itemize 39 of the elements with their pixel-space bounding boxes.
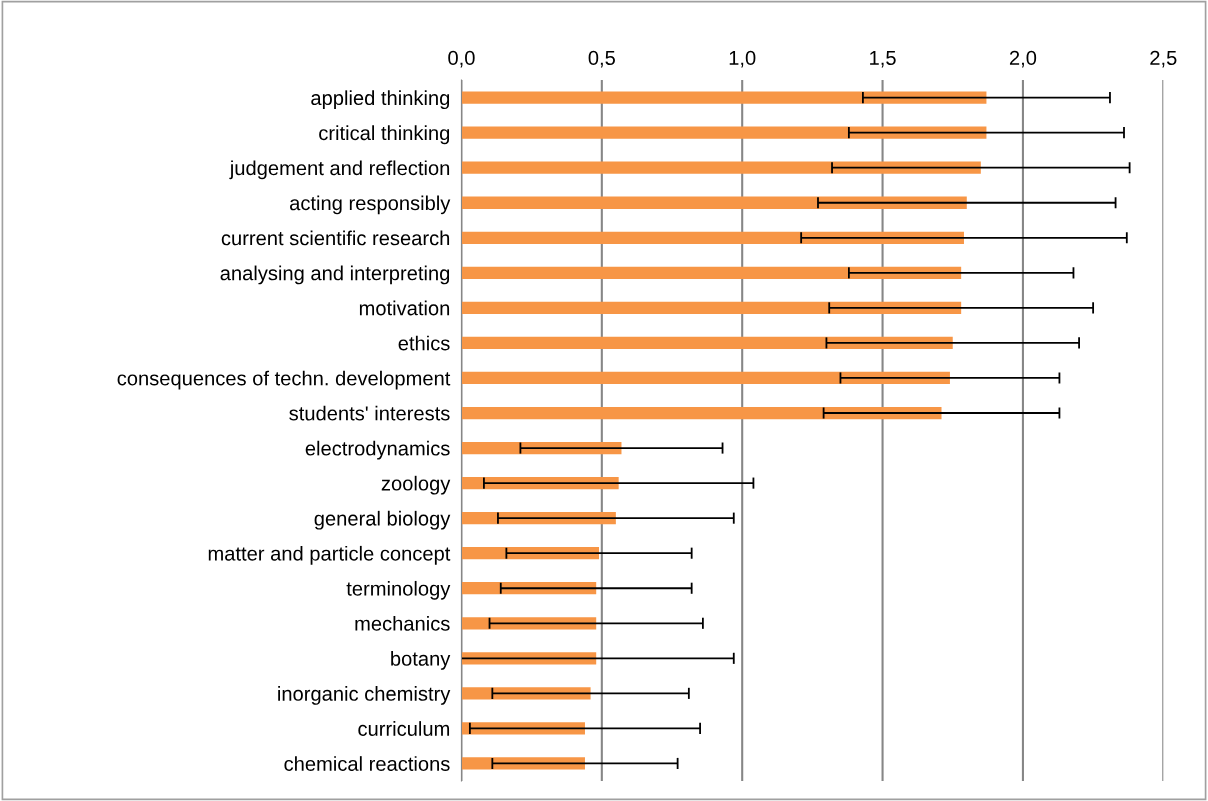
bar: [461, 126, 987, 139]
bar: [461, 266, 962, 279]
bar: [461, 406, 942, 420]
x-tick-label: 2,0: [1009, 50, 1037, 68]
y-tick-label: current scientific research: [221, 230, 450, 246]
bar: [461, 336, 953, 350]
bar: [461, 441, 622, 455]
bar: [461, 301, 962, 315]
bar: [461, 757, 585, 770]
bar: [461, 91, 987, 104]
x-tick-label: 2,5: [1150, 50, 1177, 68]
x-tick-label: 0,5: [588, 50, 615, 68]
y-tick-label: mechanics: [355, 615, 450, 631]
bar: [461, 196, 967, 209]
y-tick-label: consequences of techn. development: [117, 370, 451, 390]
x-tick-label: 1,5: [870, 50, 896, 68]
bar: [461, 722, 585, 735]
y-tick-label: curriculum: [358, 721, 450, 736]
y-tick-label: ethics: [398, 335, 450, 351]
y-tick-label: inorganic chemistry: [278, 686, 451, 705]
y-tick-label: zoology: [381, 475, 451, 495]
x-tick-label: 0,0: [448, 50, 475, 68]
y-tick-label: judgement and reflection: [229, 160, 450, 180]
y-tick-label: students' interests: [289, 405, 450, 421]
bar: [461, 161, 981, 174]
y-tick-label: acting responsibly: [290, 195, 451, 215]
y-tick-label: general biology: [314, 510, 451, 530]
y-tick-label: motivation: [359, 300, 450, 316]
y-tick-label: terminology: [346, 580, 451, 600]
y-tick-label: electrodynamics: [305, 440, 450, 460]
bar: [461, 231, 964, 244]
y-tick-label: chemical reactions: [284, 756, 450, 771]
y-tick-label: matter and particle concept: [208, 545, 451, 565]
y-tick-label: botany: [391, 651, 451, 670]
bar: [461, 371, 950, 385]
x-tick-label: 1,0: [729, 50, 756, 68]
y-tick-label: critical thinking: [319, 125, 450, 145]
y-tick-label: applied thinking: [311, 90, 450, 110]
y-tick-label: analysing and interpreting: [220, 265, 450, 285]
